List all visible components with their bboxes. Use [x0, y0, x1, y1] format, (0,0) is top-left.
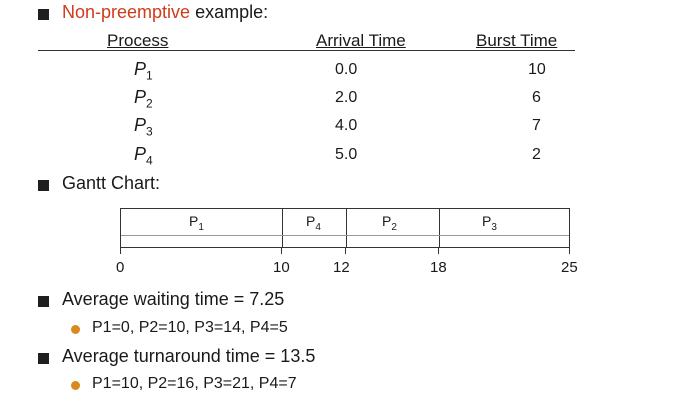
gantt-segment-label: P3: [482, 213, 497, 233]
gantt-tick-label: 10: [273, 259, 290, 276]
gantt-tick-label: 25: [561, 259, 578, 276]
table-header-rule: [38, 50, 575, 51]
gantt-tick: [345, 247, 346, 254]
gantt-tick: [120, 247, 121, 254]
gantt-tick-label: 18: [430, 259, 447, 276]
bullet-dot-icon: [71, 381, 80, 390]
gantt-tick-label: 0: [116, 259, 125, 276]
avg-waiting-time: Average waiting time = 7.25: [62, 289, 285, 309]
gantt-tick: [281, 247, 282, 254]
header-process: Process: [107, 31, 169, 50]
gantt-segment-label: P1: [189, 213, 204, 233]
process-name: P4: [134, 144, 153, 168]
turnaround-time-detail: P1=10, P2=16, P3=21, P4=7: [92, 375, 297, 392]
arrival-time: 4.0: [335, 117, 358, 134]
gantt-segment-label: P2: [382, 213, 397, 233]
gantt-middle-rule: [121, 235, 569, 236]
burst-time: 10: [528, 61, 546, 78]
slide-title: Non-preemptive example:: [62, 2, 268, 23]
bullet-square-icon: [38, 180, 49, 191]
arrival-time: 0.0: [335, 61, 358, 78]
burst-time: 6: [532, 89, 541, 106]
gantt-divider: [282, 209, 283, 247]
header-burst-time: Burst Time: [476, 31, 558, 50]
gantt-chart: [120, 208, 570, 248]
burst-time: 7: [532, 117, 541, 134]
bullet-square-icon: [38, 353, 49, 364]
process-name: P3: [134, 115, 153, 139]
process-name: P1: [134, 59, 153, 83]
gantt-tick-label: 12: [333, 259, 350, 276]
title-rest: example:: [190, 2, 269, 22]
bullet-dot-icon: [71, 325, 80, 334]
process-name: P2: [134, 87, 153, 111]
burst-time: 2: [532, 146, 541, 163]
arrival-time: 2.0: [335, 89, 358, 106]
avg-turnaround-time: Average turnaround time = 13.5: [62, 346, 316, 366]
title-highlight: Non-preemptive: [62, 2, 191, 22]
gantt-divider: [439, 209, 440, 247]
waiting-time-detail: P1=0, P2=10, P3=14, P4=5: [92, 319, 288, 336]
arrival-time: 5.0: [335, 146, 358, 163]
gantt-tick: [438, 247, 439, 254]
bullet-square-icon: [38, 296, 49, 307]
bullet-square-icon: [38, 9, 49, 20]
gantt-segment-label: P4: [306, 213, 321, 233]
gantt-tick: [569, 247, 570, 254]
gantt-divider: [346, 209, 347, 247]
header-arrival-time: Arrival Time: [316, 31, 406, 50]
gantt-heading: Gantt Chart:: [62, 173, 161, 193]
